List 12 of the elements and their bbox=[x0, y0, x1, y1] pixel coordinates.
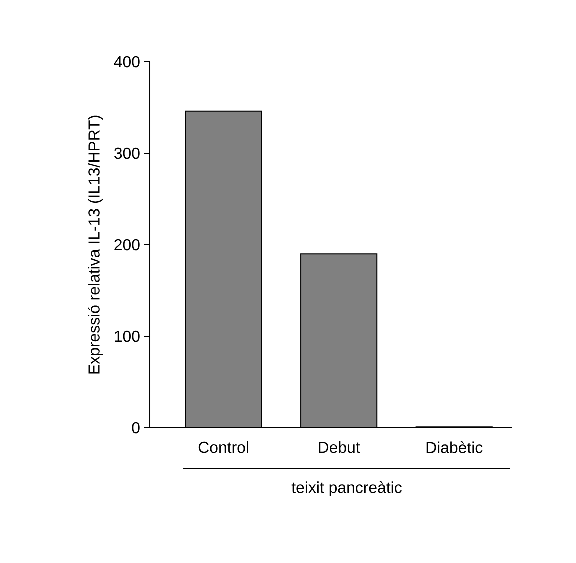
y-tick-label: 200 bbox=[114, 239, 140, 251]
y-tick-label: 100 bbox=[115, 330, 140, 342]
x-tick-label: Control bbox=[198, 442, 248, 454]
y-tick-label: 300 bbox=[114, 148, 140, 160]
x-tick-label: Diabètic bbox=[426, 442, 483, 454]
y-tick-label: 400 bbox=[114, 56, 140, 68]
bar bbox=[186, 111, 262, 428]
y-axis-title: Expressió relativa IL-13 (IL13/HPRT) bbox=[88, 116, 104, 374]
y-tick-label: 0 bbox=[132, 422, 140, 434]
x-tick-label: Debut bbox=[319, 442, 360, 454]
bar bbox=[301, 254, 378, 428]
x-axis-title: teixit pancreàtic bbox=[292, 481, 402, 496]
